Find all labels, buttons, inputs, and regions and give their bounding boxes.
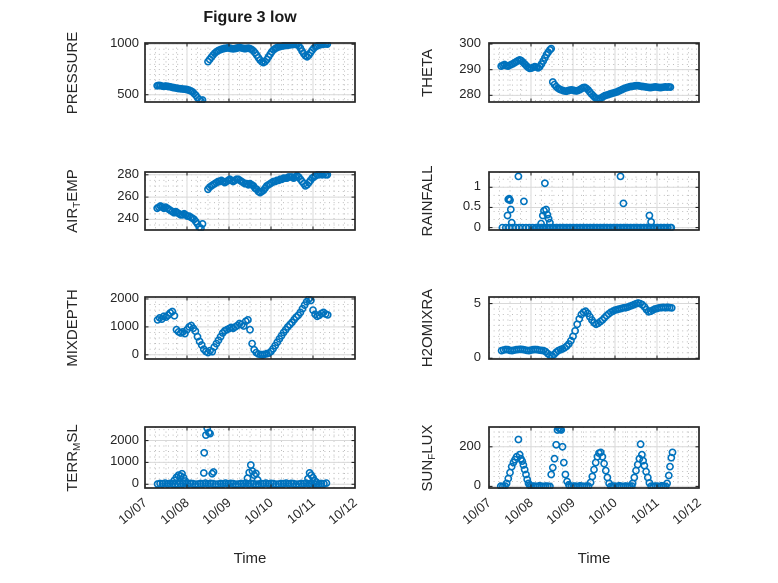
subplot-rainfall	[488, 171, 700, 231]
y-tick-label-mixdepth: 2000	[110, 289, 139, 305]
y-tick-label-mixdepth: 1000	[110, 317, 139, 333]
x-tick-label: 10/09	[199, 494, 234, 528]
x-axis-label-right: Time	[577, 550, 611, 567]
y-tick-label-air-temp: 260	[117, 188, 139, 204]
x-tick-label: 10/08	[157, 494, 192, 528]
axes-box	[488, 42, 700, 103]
major-grid	[489, 427, 699, 488]
y-tick-label-rainfall: 0	[473, 218, 481, 234]
scatter-points	[153, 296, 332, 359]
y-tick-label-air-temp: 280	[117, 165, 139, 181]
y-tick-label-terr-msl: 1000	[110, 453, 139, 469]
y-tick-label-air-temp: 240	[117, 210, 139, 226]
axes-box	[144, 296, 356, 360]
axes-box	[488, 296, 700, 360]
subplot-mixdepth	[144, 296, 356, 360]
axes-box	[144, 426, 356, 489]
axes-box	[144, 171, 356, 231]
x-tick-label: 10/12	[325, 494, 360, 528]
subplot-h2omixra	[488, 296, 700, 360]
x-tick-label: 10/11	[283, 494, 318, 527]
x-tick-label: 10/12	[669, 494, 704, 528]
y-tick-label-h2omixra: 0	[473, 349, 481, 365]
y-tick-label-sun-flux: 0	[473, 477, 481, 493]
scatter-points	[497, 299, 676, 360]
subplot-sun-flux	[488, 426, 700, 489]
x-tick-label: 10/10	[241, 494, 276, 528]
y-axis-label-sun-flux: SUNFLUX	[419, 424, 438, 491]
minor-grid	[145, 297, 355, 359]
x-tick-label: 10/09	[543, 494, 578, 528]
y-tick-label-theta: 290	[459, 60, 481, 76]
y-tick-label-h2omixra: 5	[473, 294, 481, 310]
x-tick-label: 10/08	[501, 494, 536, 528]
scatter-points	[496, 426, 677, 489]
y-tick-label-theta: 280	[459, 86, 481, 102]
y-tick-label-pressure: 500	[117, 85, 139, 101]
x-tick-label: 10/11	[627, 494, 662, 527]
y-tick-label-mixdepth: 0	[131, 345, 139, 361]
subplot-terr-msl	[144, 426, 356, 489]
scatter-points	[153, 171, 332, 231]
subplot-theta	[488, 42, 700, 103]
axes-box	[488, 171, 700, 231]
y-tick-label-terr-msl: 2000	[110, 431, 139, 447]
y-tick-label-rainfall: 1	[473, 178, 481, 194]
y-tick-label-terr-msl: 0	[131, 475, 139, 491]
x-tick-label: 10/07	[459, 494, 494, 528]
axes-box	[144, 42, 356, 103]
y-tick-label-rainfall: 0.5	[462, 198, 481, 214]
subplot-air-temp	[144, 171, 356, 231]
scatter-points	[497, 44, 675, 103]
x-tick-label: 10/07	[115, 494, 150, 528]
scatter-points	[153, 42, 332, 103]
x-axis-label-left: Time	[233, 550, 267, 567]
y-tick-label-pressure: 1000	[110, 35, 139, 51]
y-tick-label-theta: 300	[459, 35, 481, 51]
y-tick-label-sun-flux: 200	[459, 437, 481, 453]
subplot-pressure	[144, 42, 356, 103]
scatter-points	[153, 426, 331, 488]
x-tick-label: 10/10	[585, 494, 620, 528]
figure-title: Figure 3 low	[203, 9, 297, 26]
y-axis-label-terr-msl: TERRMSL	[64, 423, 83, 492]
scatter-points	[498, 172, 676, 231]
axes-box	[488, 426, 700, 489]
